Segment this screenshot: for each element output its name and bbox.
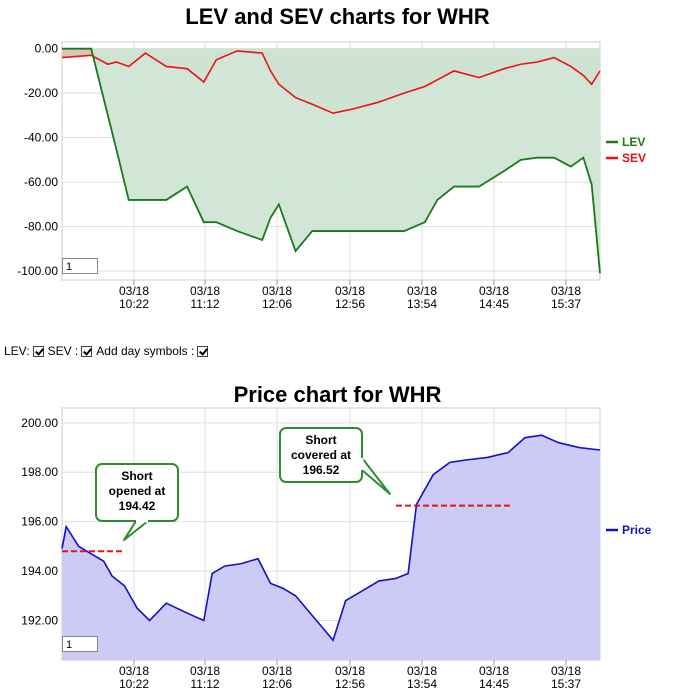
lev-x-tick-time: 12:06	[262, 297, 292, 311]
price-x-tick-time: 11:12	[190, 677, 219, 691]
price-y-tick-label: 192.00	[21, 613, 58, 627]
price-zoom-input[interactable]: 1	[62, 636, 98, 652]
lev-y-tick-label: -100.00	[17, 264, 58, 278]
lev-zoom-input[interactable]: 1	[62, 258, 98, 274]
lev-x-tick-date: 03/18	[335, 284, 365, 298]
price-x-tick-date: 03/18	[335, 664, 365, 678]
sev-checkbox-label: SEV :	[47, 344, 79, 358]
lev-sev-chart: 0.00 -20.00 -40.00 -60.00 -80.00 -100.00 03/18…	[17, 41, 646, 311]
lev-checkbox-label: LEV:	[4, 344, 30, 358]
price-area	[62, 435, 600, 660]
price-y-tick-label: 198.00	[21, 465, 58, 479]
lev-legend-label: LEV	[622, 135, 645, 149]
sev-series-line	[61, 50, 601, 115]
lev-x-tick-time: 14:45	[479, 297, 509, 311]
lev-x-tick-time: 15:37	[551, 297, 581, 311]
price-y-tick-label: 194.00	[21, 564, 58, 578]
short-cover-callout-box	[279, 427, 363, 483]
price-x-tick-time: 15:37	[551, 677, 581, 691]
price-x-tick-date: 03/18	[262, 664, 292, 678]
price-series-line	[61, 434, 601, 642]
price-x-tick-date: 03/18	[551, 664, 581, 678]
lev-x-tick-time: 11:12	[190, 297, 219, 311]
lev-y-tick-label: 0.00	[35, 42, 59, 56]
lev-y-tick-label: -80.00	[24, 220, 58, 234]
lev-x-tick-time: 12:56	[335, 297, 365, 311]
short-cover-callout-text: covered at	[291, 448, 351, 462]
lev-x-tick-time: 10:22	[119, 297, 149, 311]
chart-controls: LEV: SEV : Add day symbols :	[4, 344, 212, 358]
lev-chart-title: LEV and SEV charts for WHR	[185, 4, 490, 29]
sev-checkbox[interactable]	[81, 345, 93, 357]
price-x-tick-date: 03/18	[479, 664, 509, 678]
price-y-tick-label: 196.00	[21, 515, 58, 529]
price-x-tick-time: 12:56	[335, 677, 365, 691]
lev-y-tick-label: -20.00	[24, 86, 58, 100]
day-symbols-label: Add day symbols :	[96, 344, 195, 358]
price-x-tick-time: 13:54	[407, 677, 437, 691]
lev-checkbox[interactable]	[32, 345, 44, 357]
price-x-tick-date: 03/18	[407, 664, 437, 678]
price-chart-title: Price chart for WHR	[233, 382, 442, 407]
lev-x-tick-date: 03/18	[407, 284, 437, 298]
lev-x-tick-date: 03/18	[551, 284, 581, 298]
short-open-callout-text: Short	[121, 469, 152, 483]
day-symbols-checkbox[interactable]	[197, 345, 209, 357]
price-x-tick-time: 14:45	[479, 677, 509, 691]
short-open-callout-text: 194.42	[119, 499, 156, 513]
lev-y-tick-label: -60.00	[24, 175, 58, 189]
lev-x-tick-date: 03/18	[190, 284, 220, 298]
price-x-tick-date: 03/18	[119, 664, 149, 678]
price-y-tick-label: 200.00	[21, 416, 58, 430]
price-legend-label: Price	[622, 523, 652, 537]
lev-series-line	[62, 47, 601, 274]
price-x-tick-date: 03/18	[190, 664, 220, 678]
lev-x-tick-date: 03/18	[262, 284, 292, 298]
lev-x-tick-time: 13:54	[407, 297, 437, 311]
lev-legend-label: SEV	[622, 151, 646, 165]
lev-x-tick-date: 03/18	[479, 284, 509, 298]
lev-area	[62, 48, 600, 274]
lev-y-tick-label: -40.00	[24, 131, 58, 145]
lev-x-tick-date: 03/18	[119, 284, 149, 298]
short-open-callout-text: opened at	[109, 484, 166, 498]
price-x-tick-time: 12:06	[262, 677, 292, 691]
short-cover-callout-text: 196.52	[303, 463, 340, 477]
price-x-tick-time: 10:22	[119, 677, 149, 691]
short-cover-callout-text: Short	[305, 433, 336, 447]
